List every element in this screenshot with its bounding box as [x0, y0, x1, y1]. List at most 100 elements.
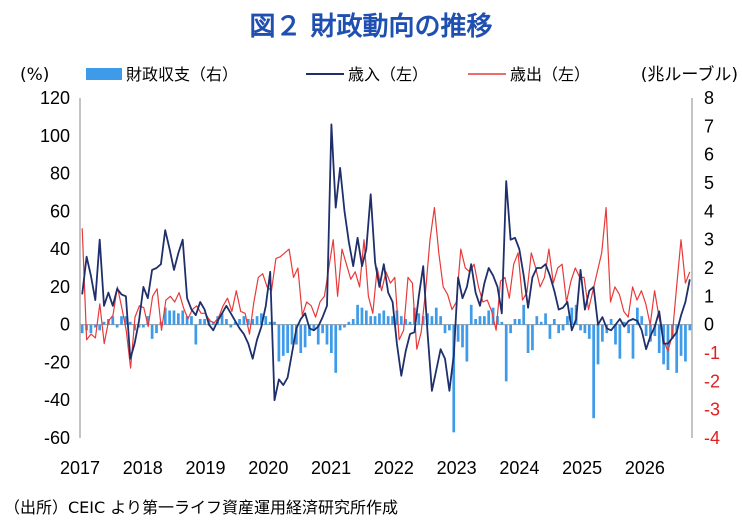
right-tick-label: 5 [704, 173, 714, 193]
fiscal-balance-bar [233, 321, 237, 325]
fiscal-balance-bar [115, 324, 119, 328]
chart-title: 図２ 財政動向の推移 [249, 12, 493, 42]
fiscal-balance-bar [120, 316, 123, 325]
left-tick-label: 80 [50, 164, 70, 184]
fiscal-balance-bar [264, 316, 268, 325]
fiscal-balance-bar [246, 319, 250, 325]
left-unit-label: (%) [20, 65, 49, 85]
fiscal-balance-bar [644, 324, 648, 336]
fiscal-balance-bar [111, 316, 115, 325]
right-tick-label: -1 [704, 343, 720, 363]
left-tick-label: -60 [44, 428, 70, 448]
fiscal-balance-bar [609, 319, 613, 325]
fiscal-balance-bar [137, 324, 141, 328]
fiscal-balance-bar [185, 316, 189, 325]
right-tick-label: -2 [704, 371, 720, 391]
fiscal-balance-bar [483, 316, 486, 325]
fiscal-balance-bar [583, 324, 587, 334]
fiscal-balance-bar [434, 307, 438, 325]
fiscal-balance-bar [190, 316, 193, 325]
fiscal-balance-bar [662, 324, 665, 365]
right-tick-label: 3 [704, 230, 714, 250]
fiscal-balance-bar [172, 310, 176, 325]
fiscal-balance-bar [382, 310, 386, 325]
expenditure-line [81, 207, 691, 369]
x-tick-label: 2023 [437, 458, 477, 478]
fiscal-balance-bar [522, 304, 526, 325]
fiscal-balance-bar [469, 304, 473, 325]
fiscal-balance-bar [142, 324, 145, 328]
fiscal-balance-bar [548, 324, 552, 339]
fiscal-balance-bar [461, 324, 464, 348]
fiscal-balance-bar [299, 324, 303, 353]
right-tick-label: 7 [704, 116, 714, 136]
fiscal-balance-bar [465, 324, 469, 362]
fiscal-balance-bar [566, 316, 569, 325]
fiscal-balance-bar [102, 321, 106, 325]
fiscal-balance-bar [448, 324, 451, 331]
fiscal-balance-bar [325, 324, 329, 345]
x-tick-label: 2026 [625, 458, 665, 478]
fiscal-balance-bar [316, 324, 320, 345]
fiscal-balance-bar [98, 324, 102, 331]
fiscal-balance-bar [509, 324, 512, 334]
left-tick-label: -20 [44, 352, 70, 372]
fiscal-balance-bar [649, 324, 652, 342]
fiscal-balance-bar [535, 316, 539, 325]
fiscal-balance-bar [478, 316, 482, 325]
fiscal-balance-bar [526, 324, 530, 353]
fiscal-balance-bar [168, 310, 171, 325]
x-tick-label: 2017 [60, 458, 100, 478]
fiscal-balance-bar [89, 324, 93, 334]
fiscal-balance-bar [417, 313, 421, 325]
fiscal-balance-bar [579, 324, 582, 331]
fiscal-balance-bar [474, 319, 477, 325]
fiscal-balance-bar [557, 324, 561, 334]
fiscal-balance-bar [679, 324, 683, 356]
fiscal-balance-bar [513, 319, 517, 325]
right-tick-label: -3 [704, 400, 720, 420]
fiscal-balance-bar [268, 321, 272, 325]
fiscal-balance-bar [303, 324, 307, 348]
fiscal-balance-bar [369, 316, 373, 325]
fiscal-balance-bar [618, 324, 622, 359]
left-tick-label: 0 [60, 315, 70, 335]
fiscal-balance-bar [308, 324, 311, 336]
fiscal-balance-bar [373, 316, 377, 325]
fiscal-balance-bar [531, 324, 534, 351]
fiscal-balance-bar [452, 324, 456, 433]
fiscal-balance-bar [421, 316, 425, 325]
fiscal-balance-bar [622, 321, 626, 325]
fiscal-balance-bar [443, 324, 447, 334]
fiscal-balance-bar [684, 324, 687, 362]
fiscal-balance-bar [251, 319, 255, 325]
fiscal-balance-bar [587, 324, 591, 339]
fiscal-balance-bar [128, 321, 132, 325]
x-tick-label: 2022 [374, 458, 414, 478]
fiscal-balance-bar [334, 324, 338, 373]
fiscal-balance-bar [351, 319, 355, 325]
x-tick-label: 2018 [123, 458, 163, 478]
left-tick-label: 20 [50, 277, 70, 297]
fiscal-balance-bar [146, 316, 150, 325]
fiscal-balance-bar [273, 321, 276, 325]
fiscal-balance-bar [408, 321, 412, 325]
fiscal-balance-bar [504, 324, 508, 382]
fiscal-balance-bar [631, 324, 635, 359]
fiscal-balance-bar [552, 319, 556, 325]
fiscal-balance-bar [544, 313, 547, 325]
fiscal-balance-bar [330, 324, 333, 353]
fiscal-balance-bar [517, 319, 521, 325]
legend-revenue-label: 歳入（左） [348, 65, 428, 84]
fiscal-balance-bar [80, 324, 84, 334]
fiscal-balance-bar [194, 324, 198, 345]
right-unit-label: (兆ルーブル) [641, 64, 738, 85]
left-tick-label: 100 [40, 126, 70, 146]
fiscal-balance-bar [378, 313, 381, 325]
fiscal-balance-bar [198, 319, 202, 325]
fiscal-balance-bar [220, 313, 224, 325]
right-tick-label: 4 [704, 201, 714, 221]
source-note: （出所）CEIC より第一ライフ資産運用経済研究所作成 [4, 498, 398, 517]
x-tick-label: 2020 [248, 458, 288, 478]
